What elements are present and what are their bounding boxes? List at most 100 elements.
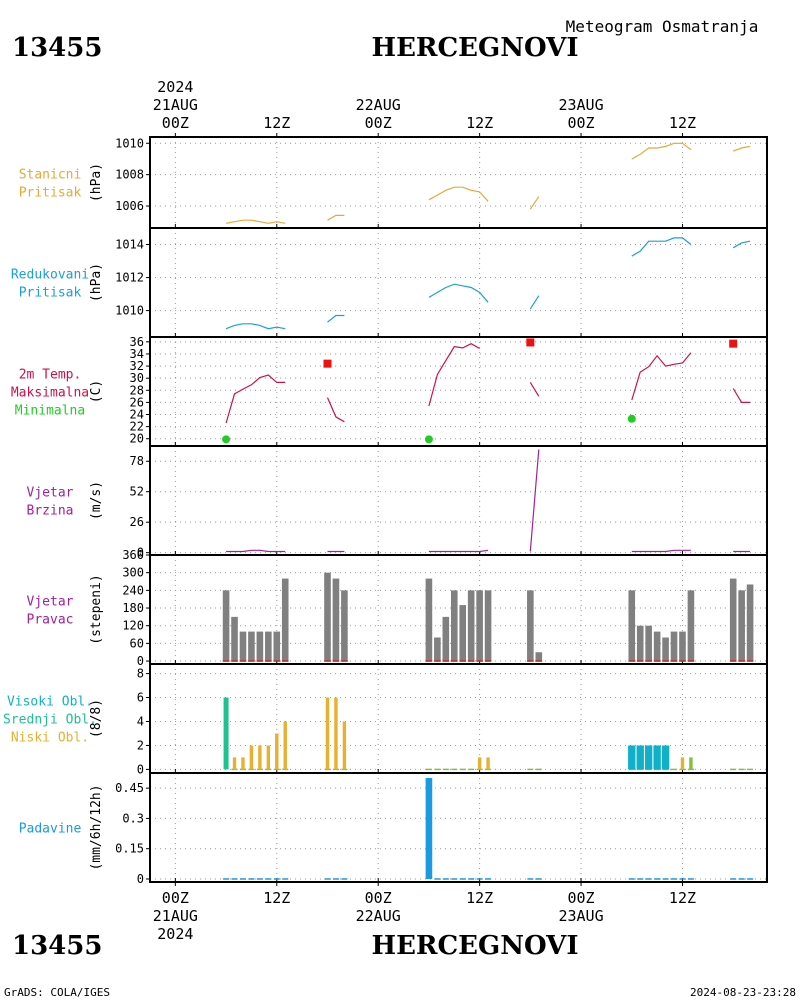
ytick-label: 78 xyxy=(130,454,144,468)
ylabel: (m/s) xyxy=(89,481,104,520)
credit-text: GrADS: COLA/IGES xyxy=(4,986,110,999)
cloud-bar-6 xyxy=(275,733,279,770)
date-label: 21AUG xyxy=(153,96,198,114)
panel-label: Minimalna xyxy=(15,404,85,419)
ytick-label: 300 xyxy=(122,566,144,580)
year-label: 2024 xyxy=(157,78,193,96)
direction-bar-7 xyxy=(281,578,289,662)
panel-label: Srednji Obl. xyxy=(3,713,97,728)
panel-0: 1006 1008 1010 (hPa) Stanicni Pritisak xyxy=(19,136,768,229)
tmin-marker-0 xyxy=(222,435,231,444)
direction-bar-10 xyxy=(341,590,348,662)
cloud-bar-14 xyxy=(636,745,644,770)
time-label: 12Z xyxy=(263,114,290,132)
direction-bar-8 xyxy=(324,572,331,662)
series-line-0-1 xyxy=(327,214,345,221)
chart-subtitle: Meteogram Osmatranja xyxy=(566,17,759,36)
panel-label: Stanicni xyxy=(19,168,82,183)
direction-bar-17 xyxy=(476,590,483,662)
direction-bar-26 xyxy=(670,631,678,662)
series-line-0-2 xyxy=(428,186,489,202)
date-label: 21AUG xyxy=(153,907,198,925)
ytick-label: 30 xyxy=(130,371,144,385)
series-line-0-2 xyxy=(428,283,489,303)
direction-bar-13 xyxy=(442,616,450,662)
tmin-marker-2 xyxy=(627,414,636,423)
series-line-0-2 xyxy=(428,549,489,553)
direction-bar-18 xyxy=(484,590,492,662)
time-label: 12Z xyxy=(263,889,290,907)
series-line-0-1 xyxy=(327,314,345,323)
panel-label: Brzina xyxy=(27,504,74,519)
ytick-label: 4 xyxy=(137,714,144,728)
direction-bar-1 xyxy=(231,616,238,662)
cloud-bar-12 xyxy=(486,757,490,770)
series-line-0-3 xyxy=(529,295,540,310)
ylabel: (8/8) xyxy=(89,699,104,738)
cloud-bar-5 xyxy=(266,745,271,770)
direction-bar-12 xyxy=(434,637,441,662)
time-label: 00Z xyxy=(365,889,392,907)
cloud-bar-19 xyxy=(689,757,693,770)
panel-label: Maksimalna xyxy=(11,386,89,401)
cloud-bar-3 xyxy=(249,745,254,770)
panel-frame xyxy=(149,445,768,556)
direction-bar-9 xyxy=(332,578,340,662)
series-line-0-1 xyxy=(326,397,345,423)
ytick-label: 240 xyxy=(122,583,144,597)
station-name-bottom: HERCEGNOVI xyxy=(372,931,579,961)
ytick-label: 6 xyxy=(137,691,144,705)
panel-label: Redukovani xyxy=(11,268,89,283)
tmin-marker-1 xyxy=(424,435,433,444)
ylabel: (hPa) xyxy=(89,263,104,302)
direction-bar-3 xyxy=(248,631,255,662)
ytick-label: 120 xyxy=(122,619,144,633)
direction-bar-24 xyxy=(653,631,661,662)
panel-frame xyxy=(149,663,768,774)
panel-label: Pritisak xyxy=(19,186,82,201)
ytick-label: 1010 xyxy=(115,136,144,150)
panel-frame xyxy=(149,336,768,447)
series-line-0-3 xyxy=(529,449,540,552)
series-line-0-5 xyxy=(732,388,751,403)
direction-bar-0 xyxy=(222,590,230,662)
direction-bar-16 xyxy=(467,590,475,662)
ytick-label: 180 xyxy=(122,601,144,615)
ytick-label: 0 xyxy=(137,872,144,886)
panel-label: Pritisak xyxy=(19,286,82,301)
direction-bar-6 xyxy=(273,631,281,662)
panel-label: 2m Temp. xyxy=(19,368,82,383)
ytick-label: 2 xyxy=(137,738,144,752)
direction-bar-20 xyxy=(535,652,543,662)
time-label: 12Z xyxy=(669,889,696,907)
panel-label: Vjetar xyxy=(27,486,74,501)
panel-label: Padavine xyxy=(19,822,82,837)
direction-bar-30 xyxy=(738,590,745,662)
ytick-label: 26 xyxy=(130,515,144,529)
series-line-0-0 xyxy=(225,374,286,424)
cloud-bar-11 xyxy=(477,757,482,770)
ytick-label: 20 xyxy=(130,432,144,446)
ytick-label: 0.3 xyxy=(122,811,144,825)
series-line-0-0 xyxy=(226,549,286,553)
ytick-label: 22 xyxy=(130,420,144,434)
ytick-label: 360 xyxy=(122,548,144,562)
ytick-label: 34 xyxy=(130,347,144,361)
series-line-0-3 xyxy=(529,196,540,210)
ytick-label: 0.15 xyxy=(115,842,144,856)
date-label: 22AUG xyxy=(356,907,401,925)
ytick-label: 60 xyxy=(130,636,144,650)
panel-4: 0 60 120 180 240 300 360 (stepeni) Vjetar Pravac xyxy=(27,548,768,668)
time-label: 00Z xyxy=(162,114,189,132)
year-label: 2024 xyxy=(157,925,193,943)
time-label: 00Z xyxy=(568,889,595,907)
ytick-label: 52 xyxy=(130,485,144,499)
direction-bar-14 xyxy=(450,590,458,662)
panel-frame xyxy=(149,227,768,338)
ytick-label: 0 xyxy=(137,762,144,776)
direction-bar-29 xyxy=(729,578,737,662)
ytick-label: 1012 xyxy=(115,271,144,285)
panel-6: 0 0.15 0.3 0.45 (mm/6h/12h) Padavine xyxy=(19,772,768,886)
direction-bar-11 xyxy=(425,578,433,662)
date-label: 23AUG xyxy=(558,907,603,925)
